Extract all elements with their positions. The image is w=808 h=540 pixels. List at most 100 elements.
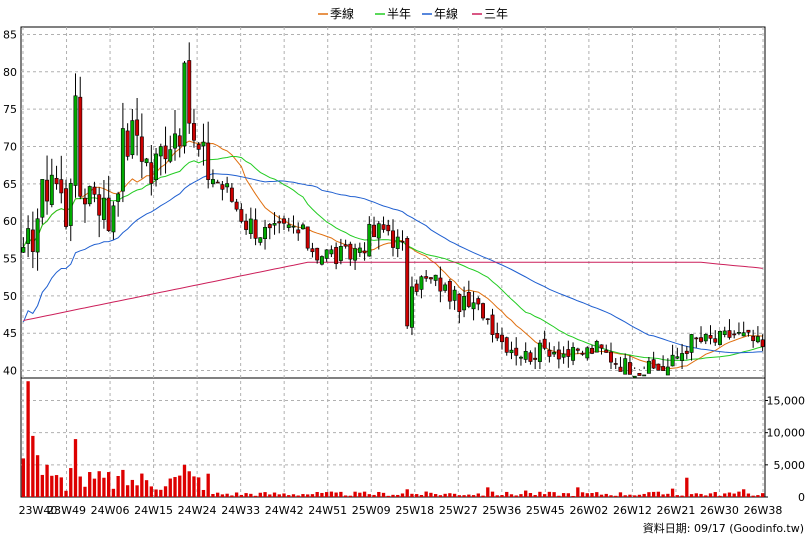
volume-bar: [708, 493, 713, 497]
candle-body: [125, 130, 130, 157]
volume-bar: [334, 492, 338, 497]
volume-bar: [547, 491, 552, 497]
volume-bar: [216, 492, 220, 497]
volume-bar: [552, 492, 556, 497]
volume-bar: [661, 494, 665, 497]
candle-body: [277, 221, 282, 224]
volume-bar: [182, 464, 187, 497]
candle-body: [206, 142, 211, 180]
candle-body: [196, 144, 201, 150]
volume-bar: [509, 494, 514, 497]
volume-bar: [225, 493, 229, 497]
candle-body: [73, 95, 78, 186]
volume-tick-label: 0: [798, 491, 805, 504]
candle-body: [64, 188, 68, 227]
candle-body: [732, 333, 737, 336]
volume-bar: [647, 492, 651, 497]
volume-bar: [102, 477, 106, 497]
candle-body: [168, 149, 173, 162]
volume-bar: [249, 493, 253, 497]
volume-axis-ticks: 0 5,000 10,000 15,000: [765, 395, 805, 504]
volume-bar: [287, 495, 291, 497]
volume-bar: [362, 491, 367, 497]
volume-bar: [339, 491, 343, 497]
candle-body: [192, 123, 196, 141]
candle-body: [632, 375, 637, 378]
volume-bar: [514, 495, 518, 497]
volume-bar: [623, 495, 627, 497]
volume-bar: [258, 492, 262, 497]
volume-bar: [272, 492, 277, 497]
x-tick-label: 24W24: [178, 504, 217, 517]
candle-body: [263, 226, 268, 240]
volume-bar: [760, 493, 765, 497]
candle-body: [319, 256, 324, 265]
x-tick-label: 26W02: [569, 504, 608, 517]
volume-bar: [571, 495, 575, 497]
candle-body: [490, 314, 495, 335]
candle-body: [54, 177, 59, 185]
candle-body: [40, 179, 45, 218]
volume-bar: [135, 485, 139, 497]
candle-body: [428, 277, 433, 280]
volume-bar: [173, 477, 177, 497]
volume-bar: [69, 468, 73, 497]
candle-body: [500, 334, 504, 343]
volume-bar: [263, 492, 267, 497]
volume-bar: [713, 492, 717, 497]
ma-line-年線: [22, 173, 763, 354]
volume-bar: [433, 494, 438, 497]
candle-body: [613, 363, 618, 365]
volume-bar: [675, 495, 679, 497]
volume-bar: [116, 475, 120, 497]
volume-bar: [329, 491, 334, 497]
volume-bar: [149, 486, 153, 497]
candle-body: [338, 246, 343, 261]
volume-bar: [386, 495, 390, 497]
candle-body: [609, 351, 613, 363]
candle-body: [466, 291, 471, 307]
volume-bar: [192, 476, 196, 497]
volume-bar: [372, 494, 376, 497]
volume-bar: [415, 494, 419, 497]
volume-bar: [528, 492, 533, 497]
candle-body: [49, 174, 54, 205]
volume-bar: [130, 479, 135, 497]
candle-body: [244, 220, 249, 230]
volume-bar: [561, 493, 566, 497]
candle-body: [604, 349, 609, 353]
price-tick-label: 40: [3, 365, 17, 378]
volume-bar: [651, 491, 656, 497]
volume-bar: [40, 474, 44, 497]
volume-bar: [614, 495, 618, 497]
volume-bar: [756, 495, 760, 497]
candle-body: [139, 136, 144, 162]
volume-bar: [178, 475, 182, 497]
volume-bar: [163, 486, 168, 497]
price-tick-label: 65: [3, 178, 17, 191]
candle-body: [210, 179, 215, 185]
candle-body: [637, 372, 642, 376]
volume-bar: [230, 495, 234, 497]
volume-bar: [400, 493, 405, 497]
volume-bar: [320, 492, 324, 497]
legend-label: 季線: [330, 6, 354, 21]
volume-bar: [737, 491, 741, 497]
candle-body: [282, 218, 286, 224]
volume-bar: [206, 473, 210, 497]
volume-bar: [159, 489, 163, 497]
candle-body: [357, 247, 362, 253]
candle-body: [291, 225, 296, 228]
volume-bar: [367, 494, 371, 497]
x-tick-label: 25W45: [526, 504, 565, 517]
price-tick-label: 85: [3, 28, 17, 41]
volume-bar: [21, 458, 26, 497]
volume-bar: [505, 491, 509, 497]
candle-body: [495, 333, 500, 339]
volume-bar: [566, 493, 570, 497]
candle-body: [405, 238, 410, 327]
volume-bar: [751, 495, 755, 497]
candle-body: [580, 352, 585, 355]
candle-body: [462, 296, 467, 311]
